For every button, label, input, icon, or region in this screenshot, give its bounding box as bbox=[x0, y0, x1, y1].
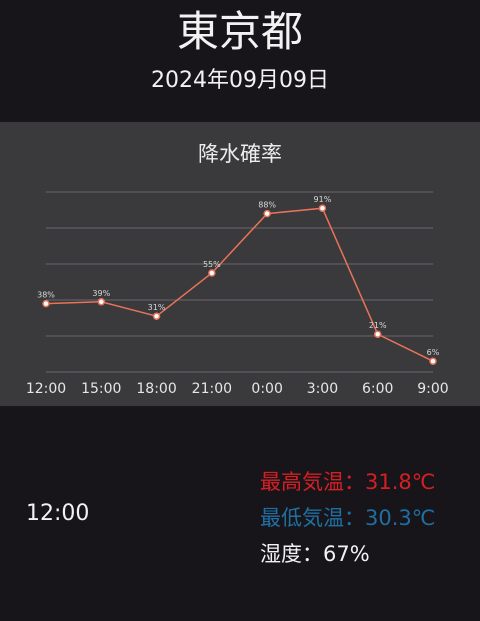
precipitation-chart-panel: 12:00 15:00 18:00 21:00 0:00 3:00 6:00 9:00 38% 3… bbox=[0, 122, 480, 406]
x-tick-label: 6:00 bbox=[362, 381, 393, 397]
data-point bbox=[97, 298, 106, 306]
data-point bbox=[208, 269, 216, 277]
x-tick-label: 12:00 bbox=[26, 381, 66, 397]
x-tick-label: 21:00 bbox=[192, 381, 232, 397]
data-label: 88% bbox=[258, 201, 276, 210]
humidity: 湿度：67% bbox=[260, 542, 370, 566]
data-label: 31% bbox=[148, 303, 166, 312]
data-label: 21% bbox=[369, 321, 387, 330]
high-temperature: 最高気温：31.8℃ bbox=[260, 470, 436, 494]
data-label: 39% bbox=[92, 289, 110, 298]
date-label: 2024年09月09日 bbox=[151, 68, 329, 93]
data-point bbox=[263, 209, 271, 218]
data-point bbox=[152, 312, 161, 320]
x-tick-label: 15:00 bbox=[81, 381, 121, 397]
chart-title: 降水確率 bbox=[198, 142, 282, 166]
data-label: 6% bbox=[427, 348, 440, 357]
data-label: 55% bbox=[203, 260, 221, 269]
data-point bbox=[42, 299, 50, 308]
x-tick-label: 0:00 bbox=[251, 381, 282, 397]
data-label: 38% bbox=[37, 291, 55, 300]
selected-hour: 12:00 bbox=[26, 501, 90, 526]
x-tick-label: 3:00 bbox=[307, 381, 338, 397]
series-line bbox=[45, 207, 434, 362]
data-label: 91% bbox=[314, 195, 332, 204]
low-temperature: 最低気温：30.3℃ bbox=[260, 506, 436, 530]
data-point bbox=[429, 357, 437, 365]
weather-stats: 最高気温：31.8℃ 最低気温：30.3℃ 湿度：67% bbox=[260, 464, 435, 572]
x-tick-label: 9:00 bbox=[417, 381, 448, 397]
precipitation-chart: 12:00 15:00 18:00 21:00 0:00 3:00 6:00 9:00 38% 3… bbox=[26, 191, 449, 397]
data-point bbox=[373, 330, 382, 338]
data-point bbox=[318, 204, 327, 212]
city-title: 東京都 bbox=[176, 7, 303, 56]
x-tick-label: 18:00 bbox=[136, 381, 176, 397]
